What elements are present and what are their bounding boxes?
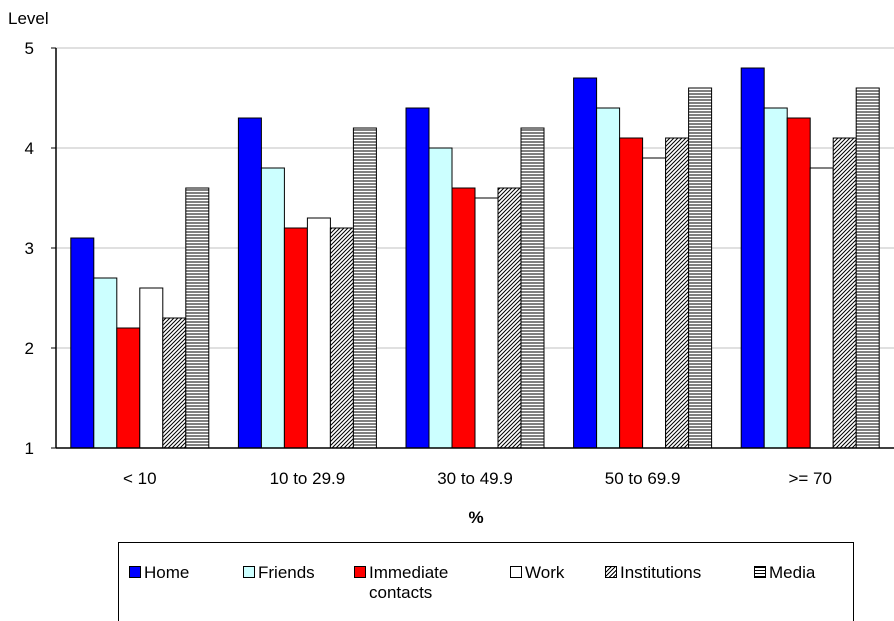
legend-swatch	[605, 566, 617, 578]
bar-friends	[93, 277, 118, 449]
legend-swatch	[243, 566, 255, 578]
bar-media	[855, 87, 880, 449]
legend-label: Immediate contacts	[369, 563, 449, 602]
legend-item: Friends	[243, 563, 315, 583]
x-tick-label: 50 to 69.9	[605, 469, 681, 488]
y-tick-label: 4	[25, 139, 34, 158]
legend-swatch	[129, 566, 141, 578]
x-tick-labels: < 10 10 to 29.9 30 to 49.9 50 to 69.9 >= 70	[123, 469, 832, 488]
bar-immediate-contacts	[116, 327, 141, 449]
legend-item: Media	[754, 563, 815, 583]
bar-immediate-contacts	[619, 137, 644, 449]
y-tick-label: 2	[25, 339, 34, 358]
legend-item: Institutions	[605, 563, 701, 583]
x-tick-label: 10 to 29.9	[270, 469, 346, 488]
x-tick-label: 30 to 49.9	[437, 469, 513, 488]
bar-home	[237, 117, 262, 449]
bar-home	[740, 67, 765, 449]
y-axis-title: Level	[8, 9, 49, 28]
bar-immediate-contacts	[451, 187, 476, 449]
y-tick-label: 5	[25, 39, 34, 58]
legend-item: Work	[510, 563, 564, 583]
bar-work	[642, 157, 667, 449]
bar-media	[688, 87, 713, 449]
bar-friends	[763, 107, 788, 449]
bar-home	[573, 77, 598, 449]
x-tick-label: < 10	[123, 469, 157, 488]
bar-friends	[260, 167, 285, 449]
legend-label: Work	[525, 563, 565, 582]
bar-home	[70, 237, 95, 449]
y-tick-label: 1	[25, 439, 34, 458]
bar-institutions	[162, 317, 187, 449]
legend-swatch	[354, 566, 366, 578]
bar-work	[474, 197, 499, 449]
bar-institutions	[832, 137, 857, 449]
bar-media	[352, 127, 377, 449]
bar-institutions	[329, 227, 354, 449]
bar-friends	[596, 107, 621, 449]
bar-media	[520, 127, 545, 449]
legend-label: Home	[144, 563, 190, 582]
legend-label: Institutions	[620, 563, 702, 582]
bar-friends	[428, 147, 453, 449]
legend-swatch	[510, 566, 522, 578]
legend-item: Home	[129, 563, 189, 583]
y-tick-labels: 1 2 3 4 5	[25, 39, 56, 458]
bar-immediate-contacts	[786, 117, 811, 449]
bar-work	[139, 287, 164, 449]
legend-label: Media	[769, 563, 816, 582]
bar-immediate-contacts	[283, 227, 308, 449]
x-tick-label: >= 70	[788, 469, 832, 488]
bar-work	[306, 217, 331, 449]
y-tick-label: 3	[25, 239, 34, 258]
x-axis-title: %	[468, 508, 483, 527]
bar-institutions	[665, 137, 690, 449]
legend-swatch	[754, 566, 766, 578]
bar-media	[185, 187, 210, 449]
legend: Home Friends Immediate contacts Work Institu…	[118, 542, 854, 621]
legend-item: Immediate contacts	[354, 563, 479, 603]
bar-chart: Level 1 2 3 4 5 < 10 10 to 29.9 30 to 49.9 50 t…	[8, 9, 894, 527]
legend-label: Friends	[258, 563, 315, 582]
bars	[70, 67, 880, 449]
bar-home	[405, 107, 430, 449]
bar-work	[809, 167, 834, 449]
bar-institutions	[497, 187, 522, 449]
